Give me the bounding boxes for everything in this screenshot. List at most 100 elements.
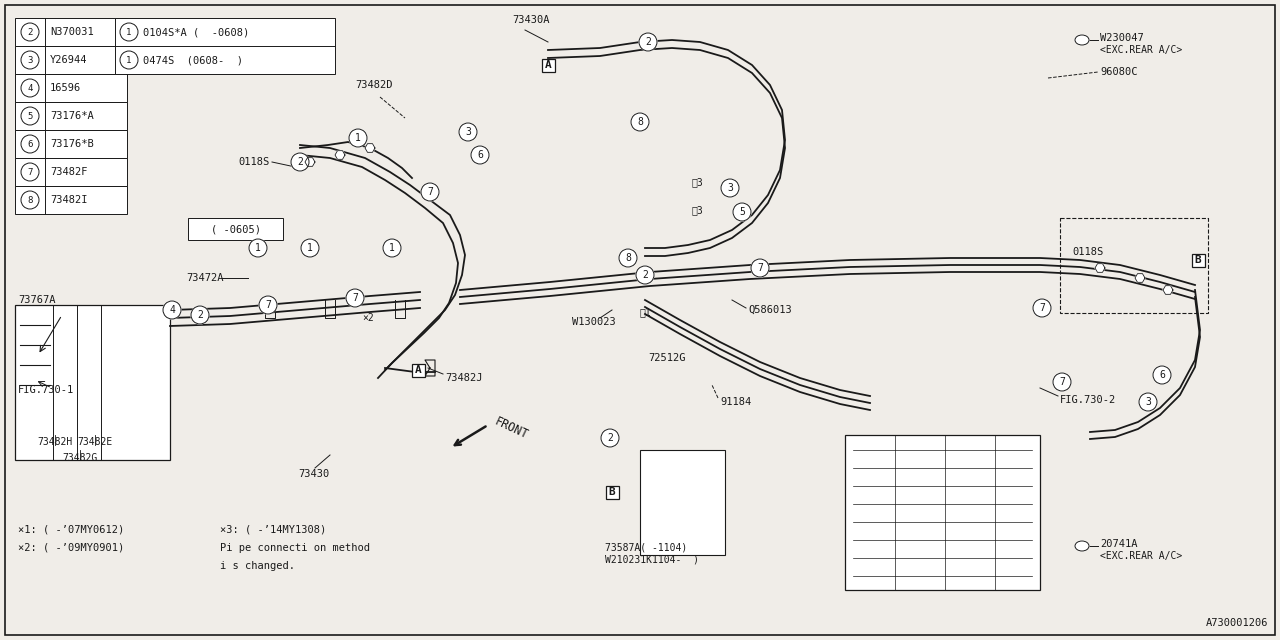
Polygon shape [1135,274,1146,282]
Text: 8: 8 [625,253,631,263]
Polygon shape [335,150,346,159]
Text: 1: 1 [255,243,261,253]
Circle shape [1139,393,1157,411]
Bar [15,130,127,158]
Text: 4: 4 [27,83,33,93]
Text: 73176*B: 73176*B [50,139,93,149]
Text: ×2: ( -’09MY0901): ×2: ( -’09MY0901) [18,543,124,553]
Text: 5: 5 [27,111,33,120]
Bar [541,58,554,72]
Text: B: B [608,487,616,497]
Text: 5: 5 [739,207,745,217]
Text: 73767A: 73767A [18,295,55,305]
Circle shape [631,113,649,131]
Bar [15,158,127,186]
Bar [15,186,127,214]
Text: 3: 3 [465,127,471,137]
Circle shape [636,266,654,284]
Text: 73482G: 73482G [63,453,97,463]
Text: 3: 3 [1146,397,1151,407]
Text: ×1: ( -’07MY0612): ×1: ( -’07MY0612) [18,525,124,535]
Bar [411,364,425,376]
Text: 3: 3 [27,56,33,65]
Text: ×2: ×2 [362,313,374,323]
Text: 0104S*A (  -0608): 0104S*A ( -0608) [143,27,250,37]
Bar [15,46,127,74]
Bar [845,435,1039,590]
Text: 6: 6 [1160,370,1165,380]
Text: <EXC.REAR A/C>: <EXC.REAR A/C> [1100,551,1183,561]
Text: B: B [1194,255,1202,265]
Text: Pi pe connecti on method: Pi pe connecti on method [220,543,370,553]
Circle shape [250,239,268,257]
Text: 73430A: 73430A [512,15,549,25]
Circle shape [383,239,401,257]
Text: 1: 1 [127,56,132,65]
Text: 0474S  (0608-  ): 0474S (0608- ) [143,55,243,65]
Text: 91184: 91184 [719,397,751,407]
Text: W230047: W230047 [1100,33,1144,43]
Bar [1060,218,1208,313]
Bar [115,18,335,74]
Circle shape [20,135,38,153]
Circle shape [602,429,620,447]
Circle shape [639,33,657,51]
Text: 6: 6 [27,140,33,148]
Text: 72512G: 72512G [648,353,686,363]
Text: Y26944: Y26944 [50,55,87,65]
Circle shape [346,289,364,307]
Text: 73482D: 73482D [355,80,393,90]
Text: 73482I: 73482I [50,195,87,205]
Circle shape [291,153,308,171]
Text: 2: 2 [197,310,204,320]
Polygon shape [365,143,375,152]
Circle shape [733,203,751,221]
Circle shape [620,249,637,267]
Circle shape [1153,366,1171,384]
Polygon shape [1164,285,1172,294]
Bar [15,102,127,130]
Text: 2: 2 [27,28,33,36]
Text: 3: 3 [727,183,733,193]
Circle shape [301,239,319,257]
Bar [15,305,170,460]
Text: A730001206: A730001206 [1206,618,1268,628]
Text: W210231K1104-  ): W210231K1104- ) [605,555,699,565]
Text: i s changed.: i s changed. [220,561,294,571]
Text: 1: 1 [127,28,132,36]
Circle shape [1033,299,1051,317]
Circle shape [120,51,138,69]
Circle shape [471,146,489,164]
Text: 73482H: 73482H [37,437,73,447]
Text: A: A [415,365,421,375]
Text: 1: 1 [389,243,396,253]
Text: 0118S: 0118S [1073,247,1103,257]
Polygon shape [1094,264,1105,273]
Text: 73587A( -1104): 73587A( -1104) [605,543,687,553]
Text: 73482F: 73482F [50,167,87,177]
Text: 7: 7 [756,263,763,273]
Text: ×3: ( -’14MY1308): ×3: ( -’14MY1308) [220,525,326,535]
Circle shape [163,301,180,319]
Circle shape [259,296,276,314]
Bar [640,450,724,555]
Bar [188,218,283,240]
Bar [15,18,127,46]
Text: 8: 8 [27,195,33,205]
Text: ( -0605): ( -0605) [211,224,261,234]
Text: W130023: W130023 [572,317,616,327]
Text: Q586013: Q586013 [748,305,792,315]
Circle shape [191,306,209,324]
Text: 1: 1 [355,133,361,143]
Text: FIG.730-1: FIG.730-1 [18,385,74,395]
Circle shape [20,23,38,41]
Circle shape [421,183,439,201]
Text: ※3: ※3 [692,205,704,215]
Text: 73472A: 73472A [186,273,224,283]
Circle shape [20,107,38,125]
Circle shape [20,79,38,97]
Ellipse shape [1075,541,1089,551]
Circle shape [721,179,739,197]
Text: FIG.730-2: FIG.730-2 [1060,395,1116,405]
Text: 7: 7 [1059,377,1065,387]
